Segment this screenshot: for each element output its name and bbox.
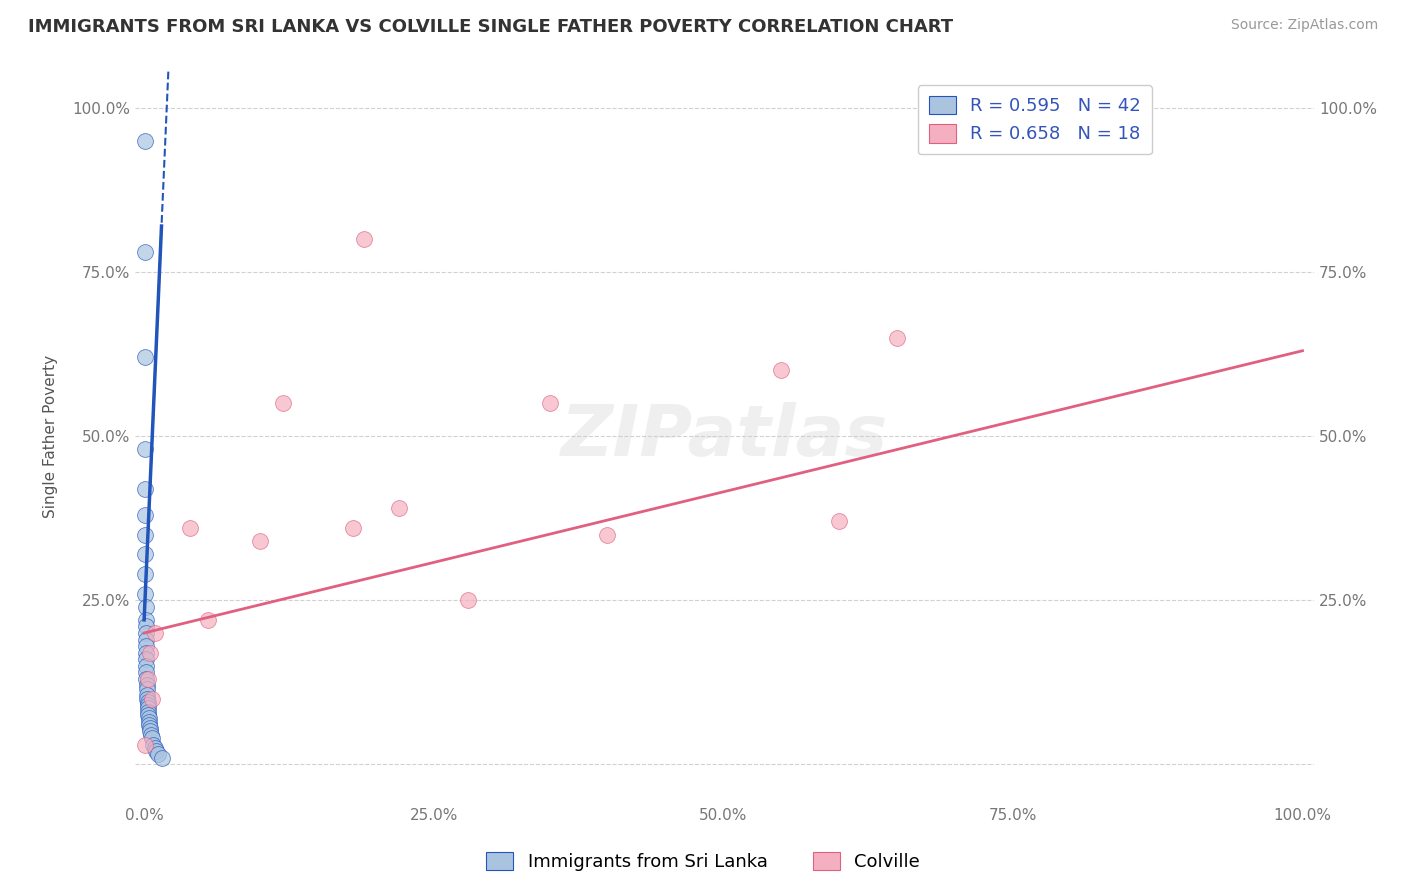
- Point: [139, 724, 162, 739]
- Point: [139, 728, 162, 742]
- Point: [135, 652, 157, 666]
- Point: [138, 718, 160, 732]
- Point: [828, 515, 851, 529]
- Point: [135, 681, 157, 696]
- Legend: R = 0.595   N = 42, R = 0.658   N = 18: R = 0.595 N = 42, R = 0.658 N = 18: [918, 85, 1152, 154]
- Point: [134, 442, 156, 457]
- Point: [136, 698, 159, 713]
- Point: [139, 646, 162, 660]
- Point: [353, 232, 375, 246]
- Y-axis label: Single Father Poverty: Single Father Poverty: [44, 354, 58, 517]
- Point: [134, 738, 156, 752]
- Point: [271, 396, 294, 410]
- Point: [134, 566, 156, 581]
- Point: [457, 593, 479, 607]
- Point: [134, 351, 156, 365]
- Point: [143, 626, 166, 640]
- Point: [135, 613, 157, 627]
- Legend: Immigrants from Sri Lanka, Colville: Immigrants from Sri Lanka, Colville: [479, 845, 927, 879]
- Text: IMMIGRANTS FROM SRI LANKA VS COLVILLE SINGLE FATHER POVERTY CORRELATION CHART: IMMIGRANTS FROM SRI LANKA VS COLVILLE SI…: [28, 18, 953, 36]
- Point: [136, 691, 159, 706]
- Point: [134, 482, 156, 496]
- Point: [135, 626, 157, 640]
- Point: [135, 639, 157, 653]
- Point: [886, 330, 908, 344]
- Point: [197, 613, 219, 627]
- Point: [135, 665, 157, 680]
- Point: [134, 527, 156, 541]
- Text: Source: ZipAtlas.com: Source: ZipAtlas.com: [1230, 18, 1378, 32]
- Point: [142, 738, 165, 752]
- Point: [596, 527, 619, 541]
- Point: [342, 521, 364, 535]
- Point: [134, 586, 156, 600]
- Point: [141, 691, 163, 706]
- Point: [136, 689, 159, 703]
- Point: [135, 658, 157, 673]
- Point: [138, 711, 160, 725]
- Point: [538, 396, 561, 410]
- Point: [135, 672, 157, 686]
- Point: [770, 363, 793, 377]
- Point: [141, 731, 163, 745]
- Point: [138, 714, 160, 729]
- Point: [143, 740, 166, 755]
- Point: [135, 678, 157, 692]
- Point: [136, 701, 159, 715]
- Point: [134, 245, 156, 260]
- Point: [145, 744, 167, 758]
- Text: ZIPatlas: ZIPatlas: [561, 401, 889, 471]
- Point: [135, 619, 157, 633]
- Point: [249, 534, 271, 549]
- Point: [134, 508, 156, 522]
- Point: [146, 747, 169, 762]
- Point: [134, 547, 156, 561]
- Point: [135, 599, 157, 614]
- Point: [136, 695, 159, 709]
- Point: [388, 501, 411, 516]
- Point: [135, 646, 157, 660]
- Point: [135, 632, 157, 647]
- Point: [139, 721, 162, 735]
- Point: [136, 672, 159, 686]
- Point: [179, 521, 201, 535]
- Point: [136, 708, 159, 723]
- Point: [150, 750, 173, 764]
- Point: [134, 134, 156, 148]
- Point: [136, 705, 159, 719]
